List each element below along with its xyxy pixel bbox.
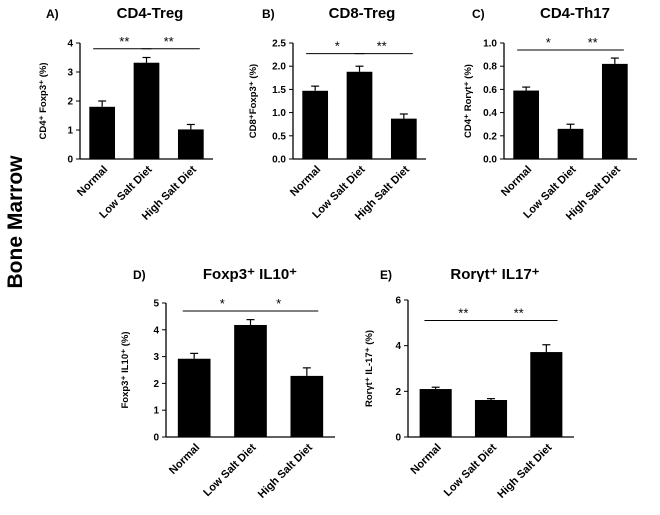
y-tick-label: 0.4 [483, 108, 497, 119]
y-tick-label: 3 [153, 352, 159, 363]
bar [177, 129, 204, 159]
category-label: Normal [408, 442, 443, 477]
bar [346, 71, 373, 159]
significance-label: * [335, 39, 340, 54]
y-tick-label: 0.8 [483, 62, 497, 73]
chart-title: CD8-Treg [329, 5, 396, 22]
y-tick-label: 0 [395, 433, 401, 444]
y-tick-label: 1.5 [272, 85, 286, 96]
panel-label: D) [133, 268, 146, 282]
side-label: Bone Marrow [4, 155, 27, 289]
y-axis-label: Foxp3⁺ IL10⁺ (%) [120, 331, 131, 408]
panel-label: C) [472, 7, 485, 21]
significance-label: ** [164, 34, 174, 49]
y-axis-label: Rorγt⁺ IL-17⁺ (%) [364, 330, 375, 407]
y-tick-label: 3 [67, 68, 73, 79]
significance-label: ** [588, 35, 598, 50]
y-tick-label: 4 [153, 325, 159, 336]
bar [89, 106, 116, 159]
category-label: High Salt Diet [256, 441, 315, 500]
y-tick-label: 0.6 [483, 85, 497, 96]
y-tick-label: 0.5 [272, 131, 286, 142]
panel-label: E) [380, 268, 392, 282]
y-tick-label: 6 [395, 296, 401, 307]
bar [419, 389, 452, 437]
bar [557, 128, 584, 159]
y-tick-label: 2.0 [272, 62, 286, 73]
panel-label: B) [262, 7, 275, 21]
y-tick-label: 4 [395, 341, 401, 352]
chart-title: Foxp3⁺ IL10⁺ [203, 266, 297, 283]
category-label: High Salt Diet [495, 441, 554, 500]
y-tick-label: 0 [153, 433, 159, 444]
bar [390, 118, 417, 159]
category-label: Normal [288, 164, 323, 199]
bar [474, 400, 508, 437]
bar [290, 375, 324, 437]
bar [302, 90, 329, 159]
panel-4: D) Foxp3⁺ IL10⁺ Foxp3⁺ IL10⁺ (%) 0 1 2 3 4 5 Norm… [120, 266, 335, 501]
y-tick-label: 0.0 [272, 155, 286, 166]
y-axis-label: CD4⁺ Foxp3⁺ (%) [38, 62, 49, 139]
bar [234, 324, 267, 437]
chart-title: CD4-Th17 [540, 5, 610, 22]
y-tick-label: 0 [67, 155, 73, 166]
significance-label: * [220, 296, 225, 311]
bar [133, 62, 160, 159]
y-tick-label: 4 [67, 39, 73, 50]
significance-label: ** [119, 34, 129, 49]
category-label: Low Salt Diet [442, 441, 500, 499]
chart-title: CD4-Treg [117, 5, 184, 22]
bar [530, 352, 563, 437]
category-label: Low Salt Diet [201, 441, 259, 499]
significance-label: * [546, 35, 551, 50]
bar [177, 358, 211, 437]
panel-3: C) CD4-Th17 CD4⁺ Rorγt⁺ (%) 0.0 0.2 0.4 0.6 0.8… [463, 5, 637, 223]
category-label: Normal [75, 164, 110, 199]
y-tick-label: 0.0 [483, 155, 497, 166]
significance-label: ** [514, 306, 524, 321]
y-tick-label: 2 [395, 387, 401, 398]
y-tick-label: 5 [153, 299, 159, 310]
bar [601, 63, 628, 159]
bar [513, 90, 540, 159]
y-axis-label: CD4⁺ Rorγt⁺ (%) [463, 64, 474, 138]
panel-label: A) [46, 7, 59, 21]
y-tick-label: 2 [67, 97, 73, 108]
chart-title: Rorγt⁺ IL17⁺ [450, 266, 539, 283]
y-tick-label: 1.0 [272, 108, 286, 119]
y-tick-label: 0.2 [483, 131, 497, 142]
significance-label: ** [458, 306, 468, 321]
y-tick-label: 2.5 [272, 39, 286, 50]
category-label: Normal [167, 442, 202, 477]
panel-2: B) CD8-Treg CD8⁺Foxp3⁺ (%) 0.0 0.5 1.0 1.5 2.0 2… [248, 5, 426, 223]
y-tick-label: 2 [153, 379, 159, 390]
category-label: Normal [499, 164, 534, 199]
y-tick-label: 1 [67, 126, 73, 137]
y-axis-label: CD8⁺Foxp3⁺ (%) [248, 64, 259, 138]
significance-label: * [276, 296, 281, 311]
panel-5: E) Rorγt⁺ IL17⁺ Rorγt⁺ IL-17⁺ (%) 0 2 4 6 Norma… [364, 266, 574, 501]
significance-label: ** [377, 39, 387, 54]
y-tick-label: 1 [153, 406, 159, 417]
y-tick-label: 1.0 [483, 39, 497, 50]
